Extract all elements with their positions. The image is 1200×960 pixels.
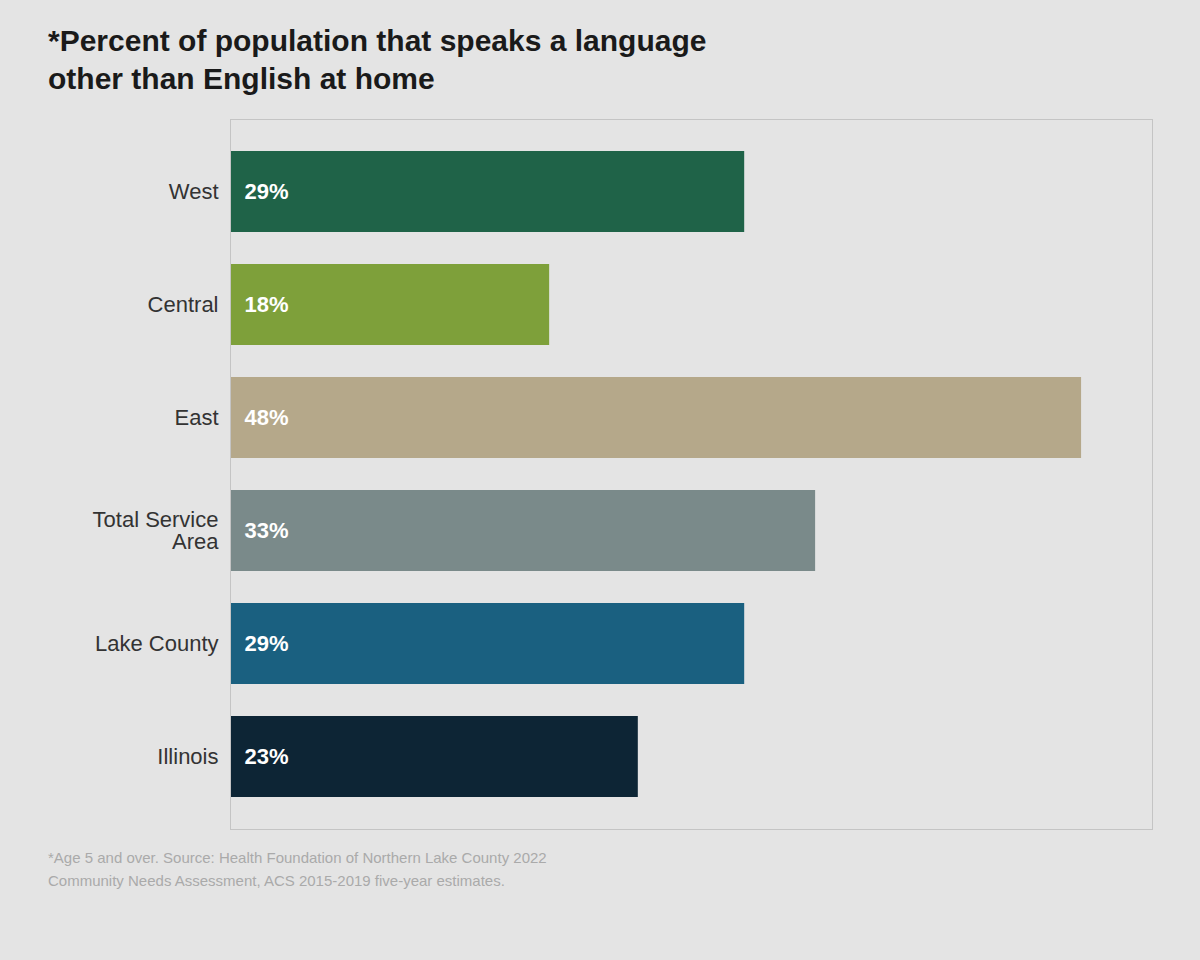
svg-text:29%: 29%	[245, 179, 289, 204]
svg-text:East: East	[174, 405, 218, 430]
svg-text:29%: 29%	[245, 631, 289, 656]
html-text:*Age 5 and over. Source: Healt: *Age 5 and over. Source: Health Foundati…	[48, 849, 547, 889]
svg-text:Illinois: Illinois	[157, 744, 218, 769]
svg-text:West: West	[169, 179, 219, 204]
svg-text:48%: 48%	[245, 405, 289, 430]
svg-text:Central: Central	[148, 292, 219, 317]
svg-text:33%: 33%	[245, 518, 289, 543]
html-text:*Percent of population that sp: *Percent of population that speaks a lan…	[48, 24, 707, 95]
svg-text:18%: 18%	[245, 292, 289, 317]
svg-text:Lake County: Lake County	[95, 631, 219, 656]
svg-text:Total ServiceArea: Total ServiceArea	[93, 507, 220, 554]
svg-text:23%: 23%	[245, 744, 289, 769]
